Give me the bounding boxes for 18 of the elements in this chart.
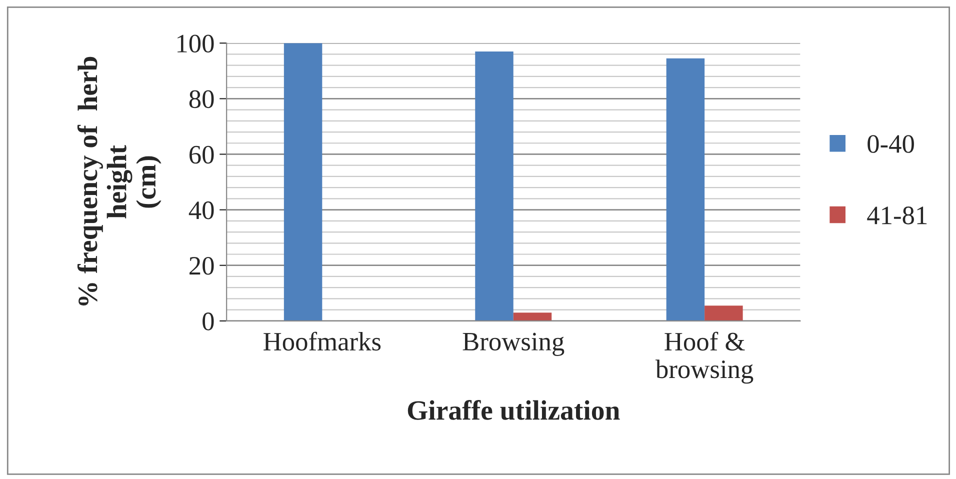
y-tick-label: 0 <box>202 312 214 330</box>
x-tick-label: Browsing <box>462 332 564 356</box>
bar <box>284 43 322 321</box>
bar <box>475 51 514 321</box>
y-tick-label: 60 <box>190 146 214 164</box>
bar <box>666 58 705 321</box>
y-tick-label: 100 <box>178 34 214 53</box>
x-tick-label: Hoof & browsing <box>655 332 754 384</box>
y-tick-label: 40 <box>188 201 214 220</box>
y-axis-title: % frequency of herb height (cm) <box>77 56 162 306</box>
x-tick-label: Hoofmarks <box>264 332 381 351</box>
y-tick-label: 20 <box>190 256 214 275</box>
bar <box>704 306 743 321</box>
legend-label: 41-81 <box>867 206 927 224</box>
x-axis-title: Giraffe utilization <box>408 400 620 420</box>
y-tick-label: 80 <box>189 90 214 108</box>
legend-label: 0-40 <box>868 135 914 153</box>
bar <box>513 312 552 321</box>
